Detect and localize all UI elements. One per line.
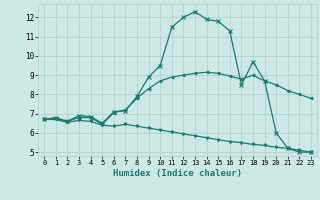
- X-axis label: Humidex (Indice chaleur): Humidex (Indice chaleur): [113, 169, 242, 178]
